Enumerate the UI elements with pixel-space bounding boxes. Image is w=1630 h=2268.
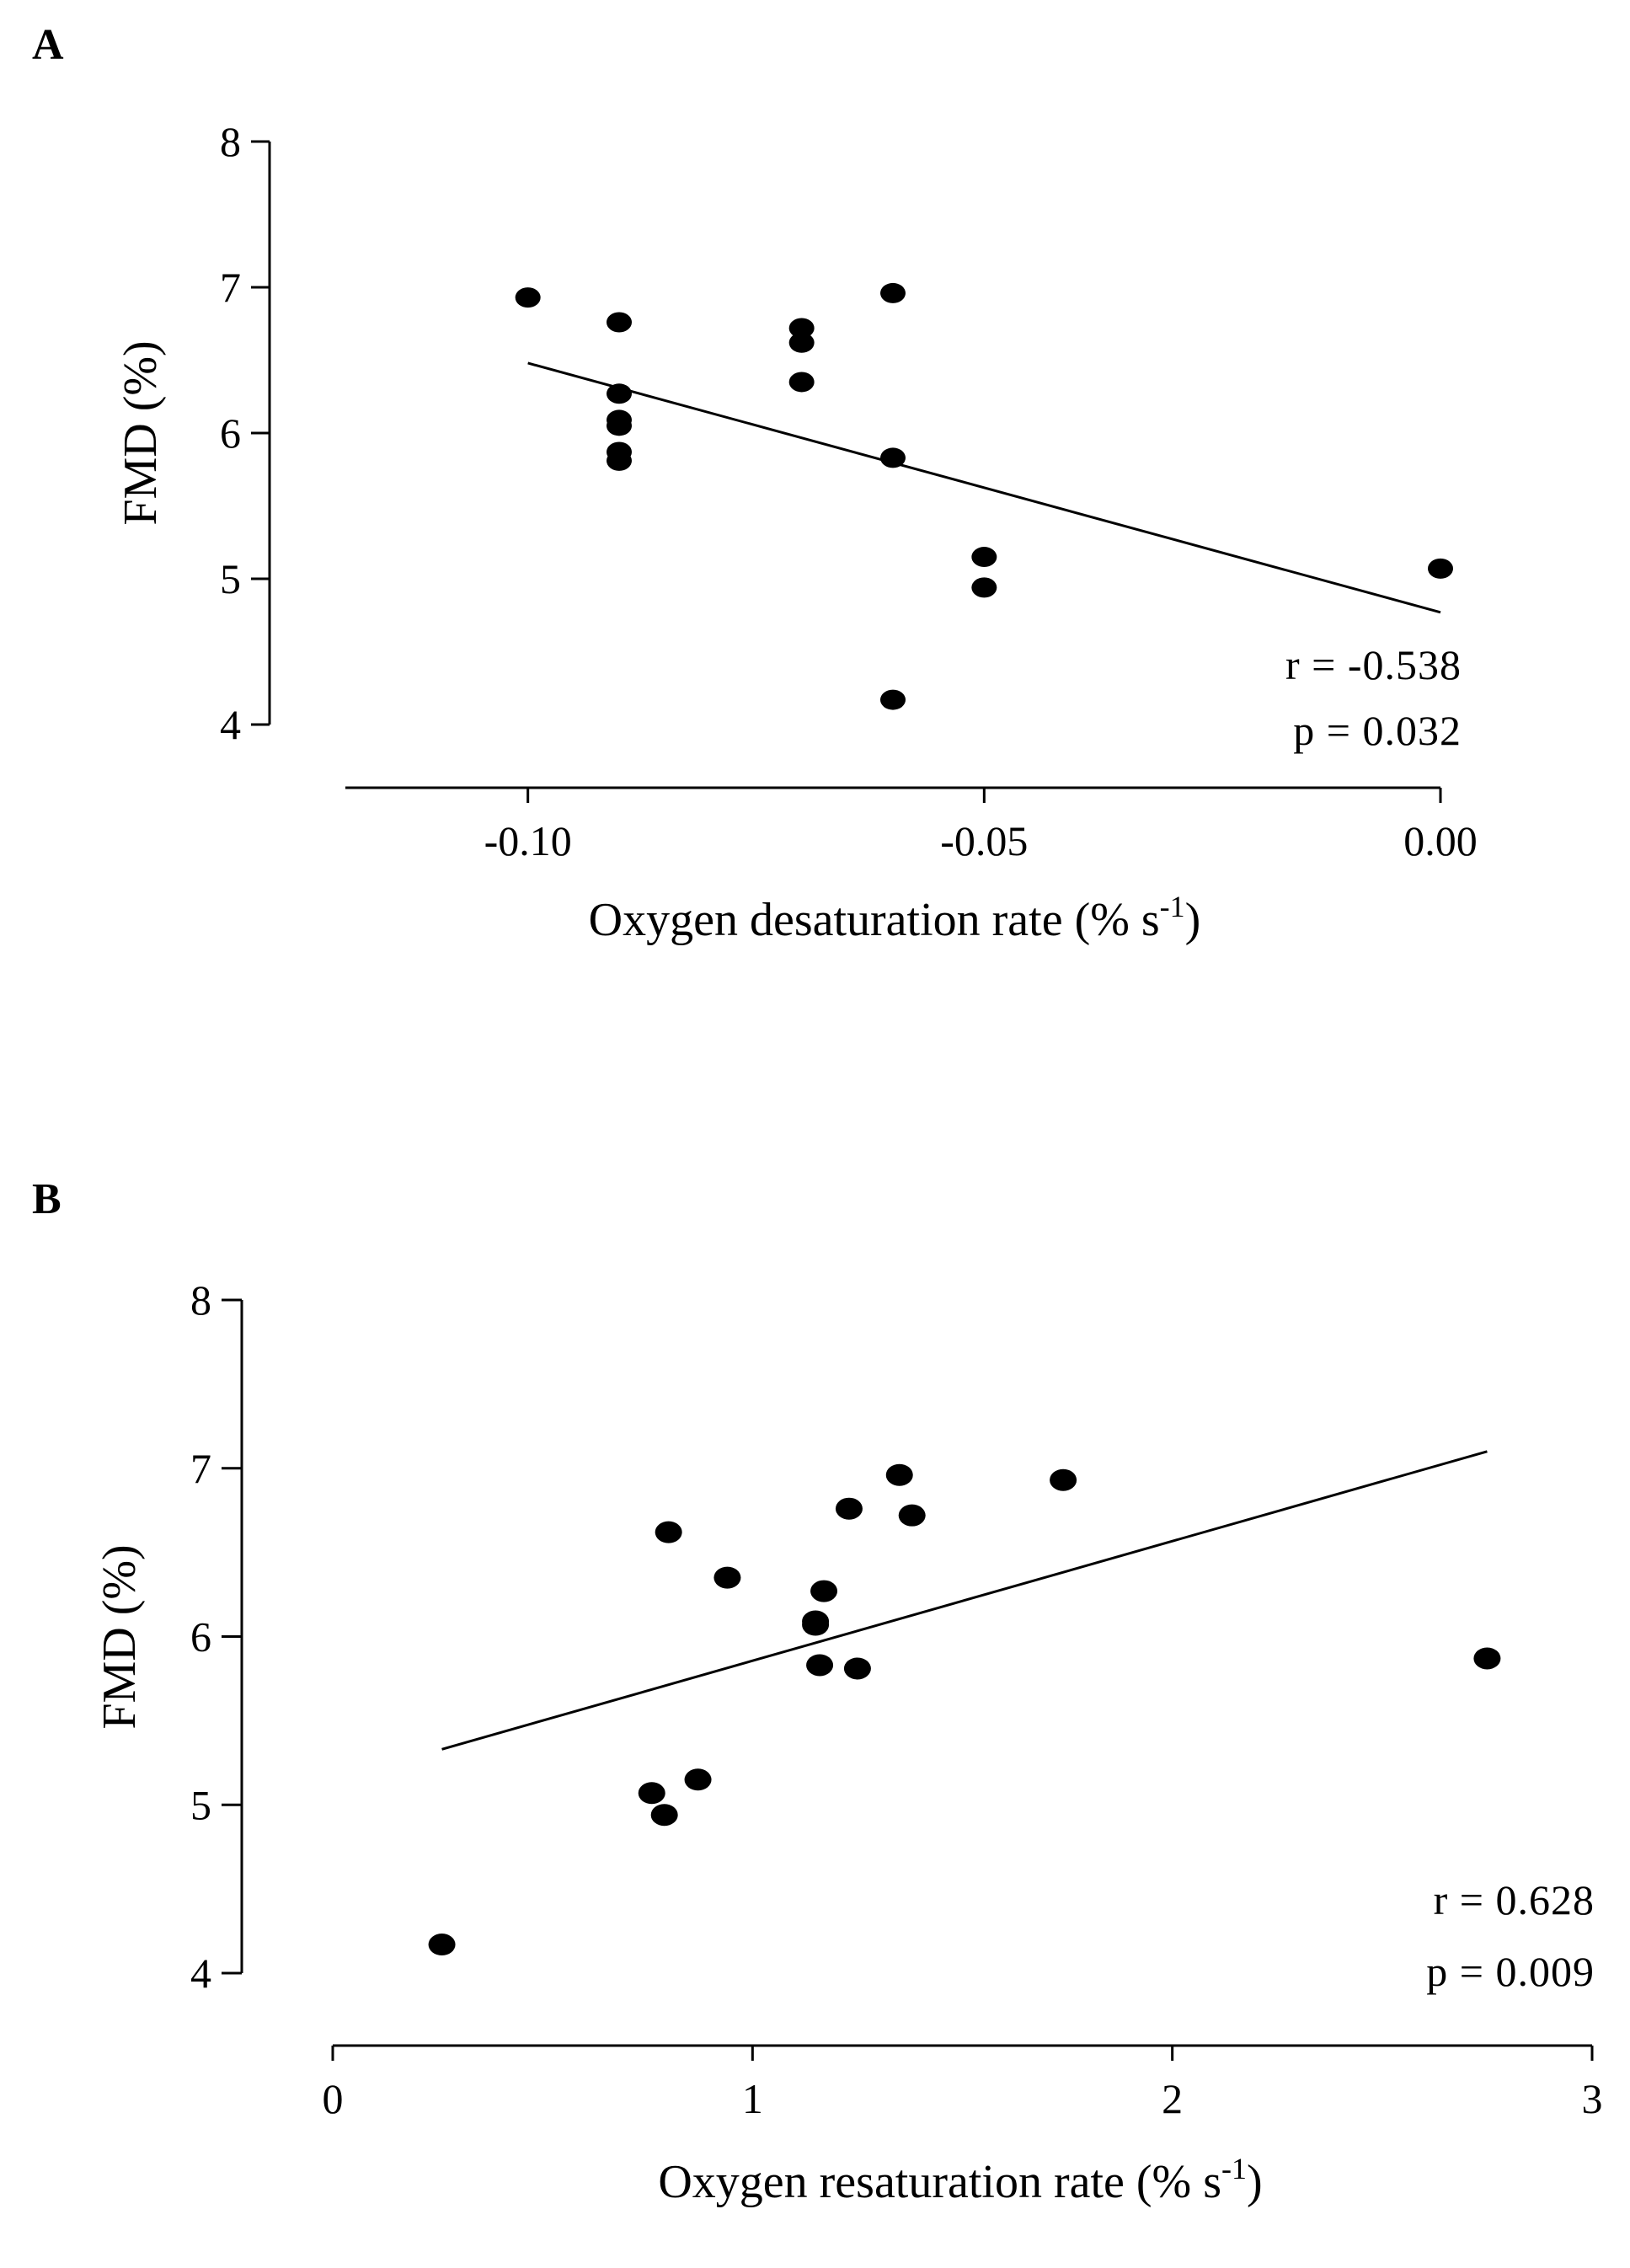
regression-line (441, 1450, 1488, 1751)
x-tick-label: -0.05 (940, 817, 1028, 864)
x-tick-label: 1 (742, 2075, 763, 2122)
x-tick-label: 2 (1162, 2075, 1183, 2122)
data-point (835, 1497, 863, 1520)
data-point (880, 689, 906, 710)
data-point (607, 450, 632, 471)
data-point (880, 447, 906, 468)
data-point (788, 318, 815, 339)
correlation-r-label: r = -0.538 (1285, 641, 1462, 688)
y-tick-label: 5 (190, 1781, 211, 1828)
data-point (655, 1521, 682, 1543)
y-tick-label: 6 (190, 1613, 211, 1661)
y-tick-label: 6 (220, 409, 241, 457)
data-point (802, 1613, 830, 1636)
data-point (843, 1657, 871, 1680)
y-tick-label: 8 (190, 1276, 211, 1324)
panel-label: A (32, 21, 64, 69)
data-point (607, 415, 632, 436)
data-point (880, 282, 906, 303)
y-tick-label: 8 (220, 118, 241, 165)
data-point (650, 1804, 678, 1827)
data-point (971, 577, 997, 598)
y-axis-title: FMD (%) (115, 340, 167, 525)
y-axis-title: FMD (%) (94, 1544, 146, 1729)
data-point (806, 1654, 834, 1677)
data-point (971, 547, 997, 568)
data-point (607, 312, 632, 333)
x-tick-label: 0 (323, 2075, 344, 2122)
correlation-r-label: r = 0.628 (1434, 1876, 1595, 1923)
data-point (684, 1768, 712, 1791)
y-tick-label: 5 (220, 555, 241, 602)
data-point (713, 1566, 741, 1589)
y-tick-label: 4 (190, 1950, 211, 1997)
y-tick-label: 7 (220, 264, 241, 311)
y-tick-label: 4 (220, 701, 241, 748)
data-point (428, 1934, 456, 1956)
data-point (898, 1504, 926, 1527)
data-point (788, 332, 815, 353)
data-point (810, 1580, 838, 1602)
data-point (515, 287, 541, 308)
p-value-label: p = 0.009 (1426, 1948, 1595, 1995)
regression-line (527, 361, 1441, 614)
chart-panel-b: B 4 5 6 7 8 0 1 2 3 r = 0.628 p = 0.009 Oxygen resat… (32, 1175, 1603, 2208)
x-tick-label: -0.10 (484, 817, 572, 864)
data-point (788, 372, 815, 393)
x-tick-label: 0.00 (1403, 817, 1478, 864)
p-value-label: p = 0.032 (1293, 707, 1462, 754)
data-point (885, 1463, 913, 1486)
data-point (607, 383, 632, 404)
data-point (1050, 1468, 1077, 1491)
x-axis-title: Oxygen resaturation rate (% s-1) (658, 2152, 1262, 2208)
data-point (1473, 1647, 1501, 1670)
data-point (1428, 558, 1453, 579)
panel-label: B (32, 1175, 61, 1223)
x-axis-title: Oxygen desaturation rate (% s-1) (589, 890, 1201, 946)
x-tick-label: 3 (1582, 2075, 1603, 2122)
chart-panel-a: A 4 5 6 7 8 -0.10 -0.05 0.00 r = -0.538 p = 0.032 O… (32, 21, 1478, 946)
y-tick-label: 7 (190, 1445, 211, 1492)
data-point (638, 1782, 665, 1805)
